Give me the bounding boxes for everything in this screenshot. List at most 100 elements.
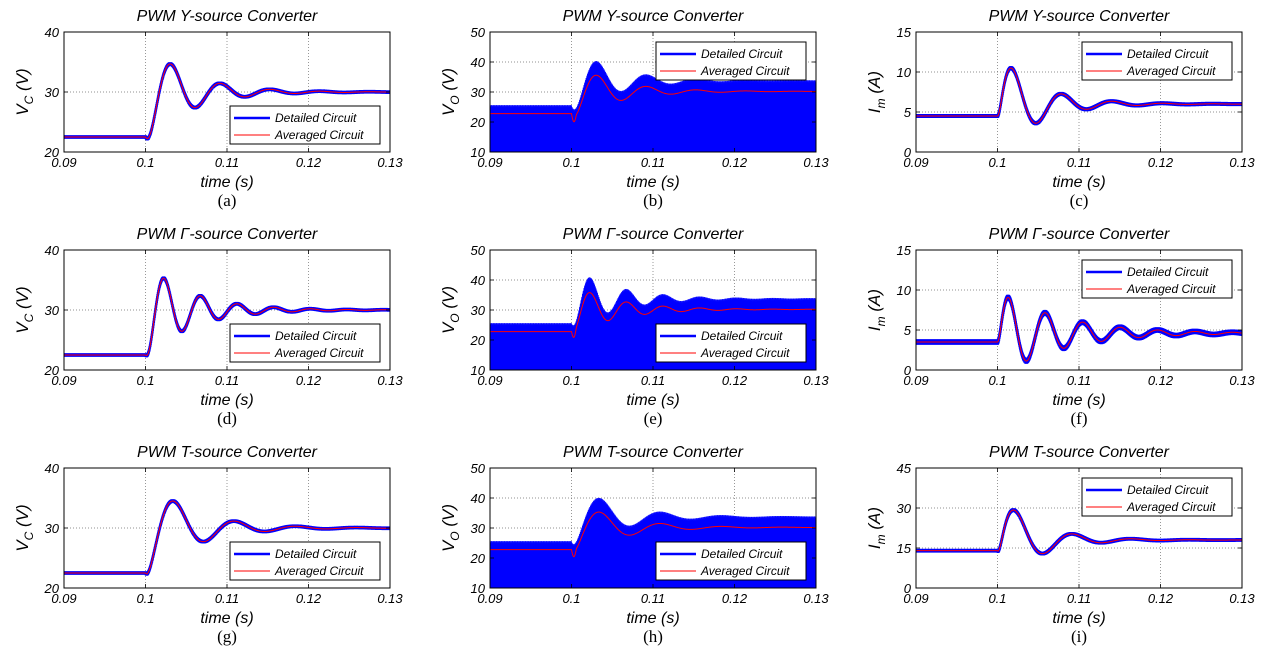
- x-tick-label: 0.12: [296, 155, 322, 170]
- legend-entry: Detailed Circuit: [1127, 265, 1209, 279]
- series-averaged-circuit: [916, 67, 1242, 124]
- legend: Detailed Circuit Averaged Circuit: [655, 323, 807, 363]
- x-tick-label: 0.12: [296, 373, 322, 388]
- plot-area: [916, 294, 1242, 364]
- x-tick-label: 0.11: [215, 373, 239, 388]
- x-tick-label: 0.1: [562, 591, 580, 606]
- legend-entry: Averaged Circuit: [700, 64, 790, 78]
- y-tick-label: 45: [897, 461, 912, 476]
- x-tick-label: 0.1: [988, 155, 1006, 170]
- x-tick-label: 0.09: [903, 155, 928, 170]
- chart-title: PWM T-source Converter: [137, 444, 318, 461]
- legend-entry: Detailed Circuit: [701, 47, 783, 61]
- series-averaged-circuit: [490, 511, 816, 558]
- y-tick-label: 20: [470, 551, 486, 566]
- x-axis-label: time (s): [200, 392, 253, 409]
- x-tick-label: 0.1: [136, 373, 154, 388]
- legend-entry: Averaged Circuit: [274, 564, 364, 578]
- y-tick-label: 30: [471, 303, 486, 318]
- legend-entry: Detailed Circuit: [275, 329, 357, 343]
- y-tick-label: 40: [471, 55, 486, 70]
- y-tick-label: 10: [471, 363, 486, 378]
- x-tick-label: 0.12: [1148, 591, 1174, 606]
- y-tick-label: 5: [904, 323, 912, 338]
- series-detailed-circuit: [64, 276, 390, 358]
- x-tick-label: 0.12: [722, 155, 748, 170]
- chart-panel: PWM Y-source Converter 0.09 0.1 0.11 0.12 0.1…: [439, 8, 829, 210]
- x-tick-label: 0.13: [803, 373, 829, 388]
- y-tick-label: 40: [45, 461, 60, 476]
- legend-box: [655, 41, 807, 81]
- legend-box: [1081, 259, 1233, 299]
- legend-entry: Averaged Circuit: [700, 346, 790, 360]
- legend: Detailed Circuit Averaged Circuit: [229, 541, 381, 581]
- x-tick-label: 0.12: [296, 591, 322, 606]
- chart-panel: PWM Γ-source Converter 0.09 0.1 0.11 0.12 0.1…: [13, 226, 403, 428]
- x-tick-label: 0.12: [1148, 373, 1174, 388]
- y-tick-label: 50: [471, 461, 486, 476]
- x-tick-label: 0.09: [477, 373, 502, 388]
- y-tick-label: 40: [45, 243, 60, 258]
- plot-area: [64, 276, 390, 358]
- legend-entry: Averaged Circuit: [274, 128, 364, 142]
- legend: Detailed Circuit Averaged Circuit: [1081, 477, 1233, 517]
- x-axis-label: time (s): [200, 610, 253, 627]
- chart-title: PWM Y-source Converter: [137, 8, 318, 25]
- y-tick-label: 15: [897, 25, 912, 40]
- legend-entry: Detailed Circuit: [1127, 47, 1209, 61]
- y-tick-label: 40: [471, 491, 486, 506]
- y-tick-label: 30: [471, 85, 486, 100]
- y-tick-label: 15: [897, 243, 912, 258]
- x-axis-label: time (s): [1052, 392, 1105, 409]
- x-tick-label: 0.13: [377, 373, 403, 388]
- series-averaged-circuit: [64, 63, 390, 140]
- legend-entry: Detailed Circuit: [1127, 483, 1209, 497]
- y-tick-label: 30: [45, 85, 60, 100]
- y-axis-label: VC (V): [13, 504, 36, 551]
- x-axis-label: time (s): [1052, 610, 1105, 627]
- y-tick-label: 30: [45, 521, 60, 536]
- y-tick-label: 10: [897, 65, 912, 80]
- y-axis-label: VO (V): [439, 68, 462, 116]
- x-tick-label: 0.1: [136, 155, 154, 170]
- legend: Detailed Circuit Averaged Circuit: [229, 323, 381, 363]
- legend: Detailed Circuit Averaged Circuit: [655, 41, 807, 81]
- y-tick-label: 15: [897, 541, 912, 556]
- y-tick-label: 30: [471, 521, 486, 536]
- y-tick-label: 30: [897, 501, 912, 516]
- y-tick-label: 40: [45, 25, 60, 40]
- x-tick-label: 0.1: [988, 591, 1006, 606]
- chart-panel: PWM T-source Converter 0.09 0.1 0.11 0.12 0.1…: [13, 444, 403, 646]
- x-tick-label: 0.1: [562, 373, 580, 388]
- x-axis-label: time (s): [1052, 174, 1105, 191]
- series-averaged-circuit: [916, 509, 1242, 555]
- series-detailed-circuit: [64, 499, 390, 576]
- x-tick-label: 0.11: [1067, 373, 1091, 388]
- plot-area: [64, 62, 390, 141]
- x-tick-label: 0.11: [215, 591, 239, 606]
- x-tick-label: 0.11: [641, 155, 665, 170]
- x-tick-label: 0.11: [215, 155, 239, 170]
- legend-entry: Averaged Circuit: [274, 346, 364, 360]
- series-detailed-circuit: [916, 66, 1242, 126]
- y-axis-label: VC (V): [13, 286, 36, 333]
- chart-title: PWM Γ-source Converter: [137, 226, 318, 243]
- x-axis-label: time (s): [200, 174, 253, 191]
- legend-entry: Detailed Circuit: [701, 329, 783, 343]
- legend-box: [1081, 41, 1233, 81]
- x-tick-label: 0.09: [903, 373, 928, 388]
- chart-title: PWM T-source Converter: [563, 444, 744, 461]
- y-axis-label: VO (V): [439, 286, 462, 334]
- legend-entry: Detailed Circuit: [275, 111, 357, 125]
- legend: Detailed Circuit Averaged Circuit: [1081, 259, 1233, 299]
- x-tick-label: 0.13: [377, 591, 403, 606]
- x-tick-label: 0.12: [1148, 155, 1174, 170]
- legend-entry: Averaged Circuit: [700, 564, 790, 578]
- chart-panel: PWM T-source Converter 0.09 0.1 0.11 0.12 0.1…: [439, 444, 829, 646]
- series-detailed-circuit: [916, 508, 1242, 556]
- x-tick-label: 0.12: [722, 373, 748, 388]
- y-tick-label: 10: [471, 581, 486, 596]
- series-averaged-circuit: [916, 296, 1242, 362]
- legend-entry: Detailed Circuit: [701, 547, 783, 561]
- series-detailed-circuit: [916, 294, 1242, 364]
